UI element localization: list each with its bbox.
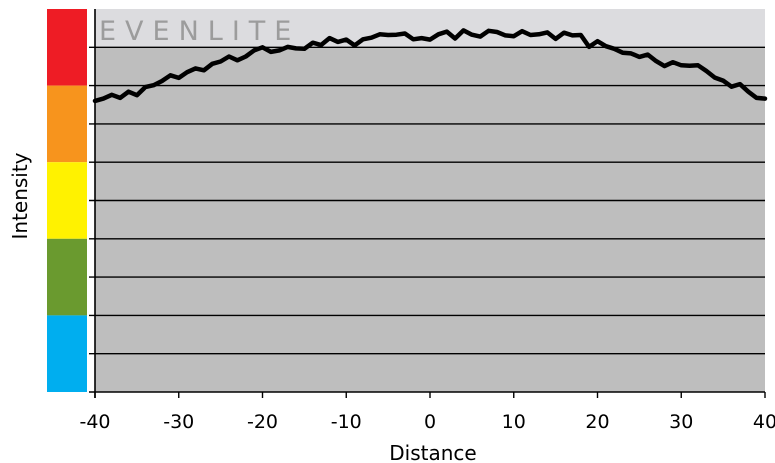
intensity-scale-segment-0 [47,9,87,86]
intensity-scale-segment-2 [47,162,87,239]
intensity-color-scale [47,9,87,392]
x-tick-label-2: -20 [247,411,278,433]
x-tick-label-4: 0 [424,411,436,433]
intensity-scale-segment-1 [47,85,87,163]
x-tick-label-0: -40 [79,411,110,433]
x-tick-label-6: 20 [585,411,609,433]
x-axis-title: Distance [389,441,476,463]
gridlines [89,46,765,355]
x-tick-label-5: 10 [502,411,526,433]
series-layer [92,28,768,104]
x-tick-label-7: 30 [669,411,693,433]
series-line-0 [92,28,768,104]
y-axis-title: Intensity [8,152,32,239]
axes [89,9,765,398]
x-tick-label-1: -30 [163,411,194,433]
intensity-scale-segment-4 [47,315,87,392]
intensity-scale-segment-3 [47,238,87,316]
x-axis-ticks: -40 -30 -20 -10 0 10 20 30 40 [79,392,775,433]
x-tick-label-8: 40 [753,411,775,433]
x-tick-label-3: -10 [331,411,362,433]
brand-watermark: EVENLITE [99,16,300,47]
